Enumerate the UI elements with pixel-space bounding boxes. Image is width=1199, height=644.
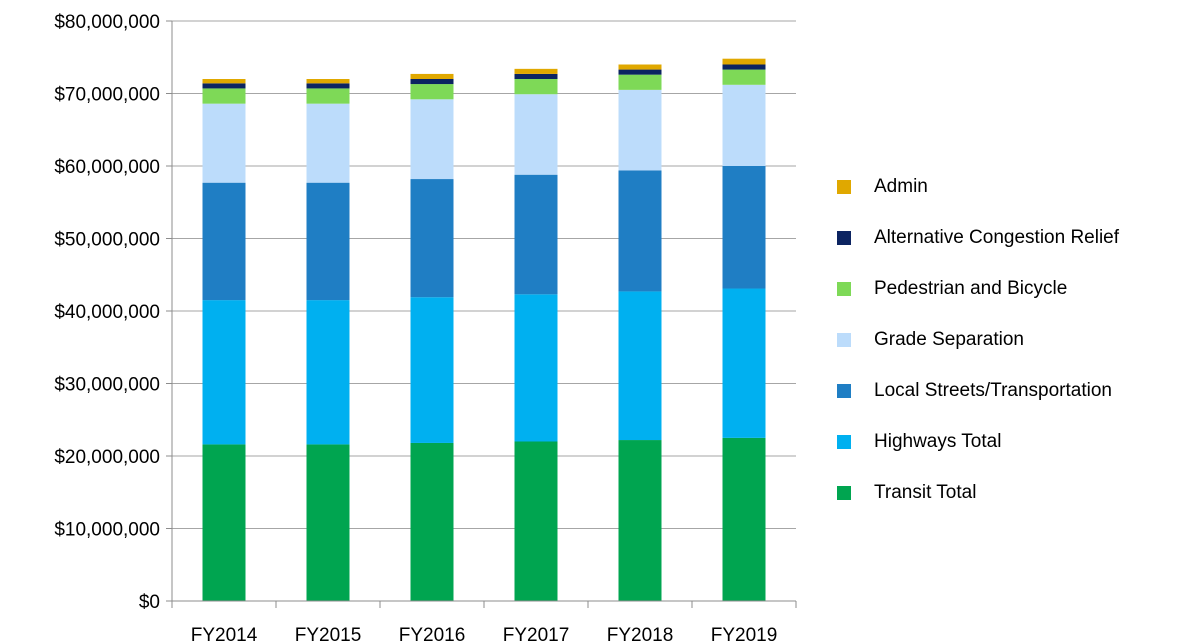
bar-segment: [410, 297, 454, 443]
bar-segment: [202, 300, 246, 445]
x-tick-label: FY2019: [711, 625, 778, 644]
axes: [166, 20, 797, 608]
x-tick-label: FY2014: [191, 625, 258, 644]
bar-segment: [306, 88, 350, 104]
bar-segment: [202, 88, 246, 104]
legend-label: Highways Total: [874, 431, 1002, 452]
bar-segment: [306, 182, 350, 301]
legend-label: Transit Total: [874, 482, 977, 503]
legend-swatch: [837, 180, 851, 194]
bar-segment: [410, 179, 454, 298]
bar-segment: [722, 58, 766, 65]
legend-item: Local Streets/Transportation: [837, 376, 1112, 406]
x-tick-label: FY2016: [399, 625, 466, 644]
bar-segment: [410, 99, 454, 180]
bar-segment: [722, 69, 766, 85]
x-tick-label: FY2015: [295, 625, 362, 644]
bar-segment: [618, 440, 662, 601]
legend-label: Pedestrian and Bicycle: [874, 278, 1068, 299]
legend-swatch: [837, 435, 851, 449]
bar-segment: [514, 174, 558, 295]
x-tick-label: FY2018: [607, 625, 674, 644]
bar-segment: [306, 300, 350, 445]
y-tick-label: $0: [139, 592, 160, 613]
legend-item: Pedestrian and Bicycle: [837, 274, 1067, 304]
bar-segment: [514, 79, 558, 95]
legend-swatch: [837, 333, 851, 347]
y-tick-label: $60,000,000: [54, 157, 160, 178]
bar-segment: [410, 84, 454, 100]
bar-segment: [202, 444, 246, 601]
y-tick-label: $40,000,000: [54, 302, 160, 323]
bar-segment: [306, 103, 350, 183]
bar-segment: [618, 69, 662, 75]
bar-segment: [410, 73, 454, 79]
y-tick-label: $10,000,000: [54, 520, 160, 541]
bar-segment: [514, 73, 558, 79]
x-axis-tick-labels: FY2014 FY2015 FY2016 FY2017 FY2018 FY2019: [191, 625, 778, 644]
y-axis-tick-labels: $0 $10,000,000 $20,000,000 $30,000,000 $40,0…: [54, 12, 160, 613]
y-tick-label: $70,000,000: [54, 85, 160, 106]
bar-segment: [306, 79, 350, 84]
bar-segment: [514, 68, 558, 74]
bar-segment: [618, 74, 662, 90]
bar-segment: [202, 103, 246, 183]
legend-item: Admin: [837, 172, 928, 202]
bar-segment: [410, 442, 454, 601]
bar-segment: [722, 166, 766, 289]
bar-segment: [514, 294, 558, 442]
y-tick-label: $20,000,000: [54, 447, 160, 468]
bar-segment: [618, 170, 662, 292]
legend-item: Alternative Congestion Relief: [837, 223, 1119, 253]
bar-segment: [202, 83, 246, 89]
bar-segment: [514, 94, 558, 175]
legend-item: Highways Total: [837, 427, 1001, 457]
legend-label: Local Streets/Transportation: [874, 380, 1112, 401]
bar-segment: [410, 79, 454, 85]
legend-item: Transit Total: [837, 478, 976, 508]
legend-label: Grade Separation: [874, 329, 1024, 350]
gridlines: [172, 20, 796, 529]
bar-segment: [722, 437, 766, 601]
bars: [202, 58, 766, 601]
y-tick-label: $80,000,000: [54, 12, 160, 33]
legend-label: Admin: [874, 176, 928, 197]
bar-segment: [722, 84, 766, 166]
bar-segment: [306, 444, 350, 601]
bar-segment: [306, 83, 350, 89]
y-tick-label: $30,000,000: [54, 375, 160, 396]
bar-segment: [202, 182, 246, 301]
y-tick-label: $50,000,000: [54, 230, 160, 251]
legend-label: Alternative Congestion Relief: [874, 227, 1120, 248]
legend-item: Grade Separation: [837, 325, 1024, 355]
legend-swatch: [837, 282, 851, 296]
bar-segment: [514, 441, 558, 601]
legend-swatch: [837, 486, 851, 500]
bar-segment: [722, 288, 766, 438]
bar-segment: [722, 64, 766, 70]
bar-segment: [618, 291, 662, 441]
bar-segment: [618, 64, 662, 70]
bar-segment: [202, 79, 246, 84]
legend-swatch: [837, 384, 851, 398]
x-tick-label: FY2017: [503, 625, 570, 644]
bar-segment: [618, 89, 662, 171]
legend-swatch: [837, 231, 851, 245]
